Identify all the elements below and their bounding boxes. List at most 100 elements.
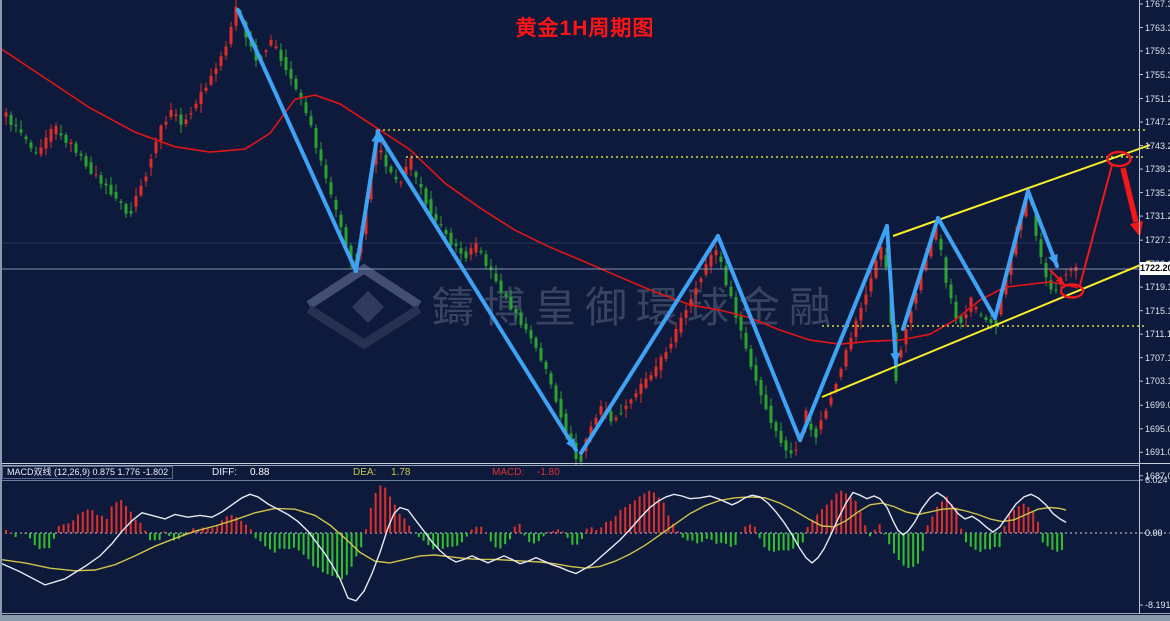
candle-body [459,248,463,254]
macd-bar [1051,533,1054,550]
macd-bar [485,532,487,533]
macd-bar [696,533,699,544]
macd-bar [235,517,238,533]
candle-body [159,125,163,141]
watermark-logo-icon [306,305,422,350]
macd-bar [715,533,718,544]
candle-body [949,284,953,299]
candle-body [24,136,28,140]
candle-body [989,319,993,324]
macd-bar [96,514,99,533]
trend-line-blue[interactable] [376,131,578,452]
trend-line-blue[interactable] [579,234,720,455]
candle-body [544,362,548,369]
trend-line-blue[interactable] [236,8,358,273]
candle-body [859,307,863,321]
candle-body [109,184,113,195]
candle-body [144,176,148,182]
candle-body [1009,254,1013,275]
macd-bar [417,533,420,537]
macd-bar [321,533,324,573]
candle-body [639,383,643,395]
candle-body [609,411,613,422]
macd-bar [336,533,339,578]
candle-body [104,183,108,186]
macd-bar [153,533,156,541]
macd-bar [902,533,905,566]
macd-bar [811,519,814,533]
macd-bar [864,525,867,533]
candle-body [229,26,233,44]
candle-body [1064,274,1068,276]
macd-bar [979,533,982,552]
macd-bar [921,533,924,551]
trend-line-blue[interactable] [1026,189,1059,268]
trend-line-blue[interactable] [936,216,997,320]
trend-line-blue[interactable] [885,224,898,366]
macd-bar [878,524,881,533]
macd-bar [393,504,396,533]
trend-line-blue[interactable] [716,234,802,442]
candle-body [99,175,103,184]
macd-bar [499,533,502,549]
trend-line-blue[interactable] [993,189,1030,320]
macd-bar [777,533,780,551]
red-arrowhead-icon [1055,275,1064,284]
macd-histogram [5,485,1063,580]
candle-body [964,314,968,319]
candle-body [1049,280,1053,290]
candle-body [844,350,848,367]
macd-bar [821,509,823,533]
channel-line-yellow[interactable] [821,260,1151,398]
candle-body [84,156,88,167]
trend-line-blue[interactable] [354,129,380,273]
trend-line-blue[interactable] [798,224,889,442]
macd-bar [264,533,267,547]
macd-bar [897,533,900,560]
macd-bar [561,531,564,533]
macd-bar [869,533,871,537]
macd-bar [360,533,363,548]
candle-body [939,238,943,250]
candle-body [199,91,203,105]
macd-bar [629,503,631,533]
macd-bar [701,533,703,542]
macd-bar [1013,509,1015,533]
macd-bar [475,526,478,533]
macd-bar [331,533,334,576]
candle-body [349,245,353,260]
red-circle-annotation[interactable] [1059,283,1085,299]
macd-bar [278,533,281,549]
macd-bar [1022,503,1025,533]
candle-body [864,294,868,305]
watermark-logo-icon [352,291,384,323]
macd-bar [744,526,747,533]
candle-body [309,116,313,126]
trend-line-blue[interactable] [901,216,940,331]
macd-bar [542,533,545,537]
red-annotation-line[interactable] [1079,164,1113,286]
candle-body [534,337,538,348]
macd-bar [605,521,607,533]
red-arrow-annotation[interactable] [1120,167,1139,223]
candle-body [504,293,508,297]
candle-body [924,256,928,271]
red-circle-annotation[interactable] [1106,150,1132,168]
macd-bar [312,533,315,567]
candle-body [549,373,553,385]
macd-bar [734,533,737,545]
macd-bar [571,533,574,545]
trend-lines-blue[interactable] [236,8,1059,455]
macd-bar [369,507,372,533]
candle-body [114,191,118,199]
macd-bar [5,529,7,533]
candle-body [304,102,308,113]
macd-bar [422,533,425,541]
ma-line[interactable] [0,47,1079,346]
macd-bar [681,533,684,538]
macd-bar [518,523,521,533]
macd-bar [768,533,771,551]
macd-bar [989,533,991,550]
macd-bar [494,533,497,548]
